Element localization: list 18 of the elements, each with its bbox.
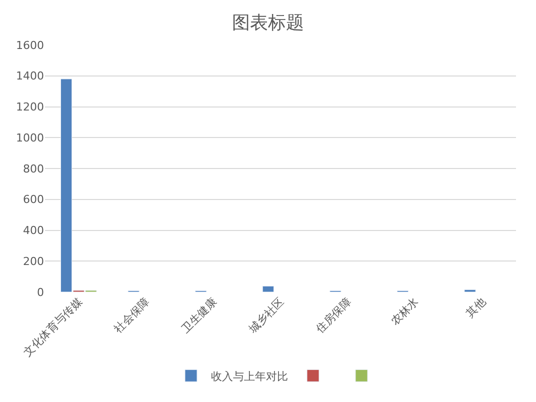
x-tick-label: 农林水: [388, 295, 422, 328]
bar: [464, 289, 476, 292]
y-tick-label: 1000: [16, 131, 44, 144]
legend-label: 收入与上年对比: [211, 370, 288, 383]
y-tick-label: 1600: [16, 38, 44, 52]
y-tick-label: 1400: [16, 70, 44, 83]
x-tick-label: 其他: [464, 295, 488, 320]
bar: [262, 286, 274, 292]
x-tick-label: 社会保障: [112, 295, 152, 336]
y-tick-label: 400: [23, 224, 44, 238]
x-tick-label: 卫生健康: [178, 295, 220, 336]
y-tick-label: 1200: [16, 100, 44, 114]
x-tick-label: 城乡社区: [246, 295, 287, 336]
x-tick-label: 住房保障: [313, 295, 354, 336]
chart-title: 图表标题: [232, 12, 304, 34]
y-tick-label: 200: [23, 254, 44, 268]
y-tick-label: 600: [23, 193, 44, 206]
y-tick-label: 800: [23, 162, 44, 176]
